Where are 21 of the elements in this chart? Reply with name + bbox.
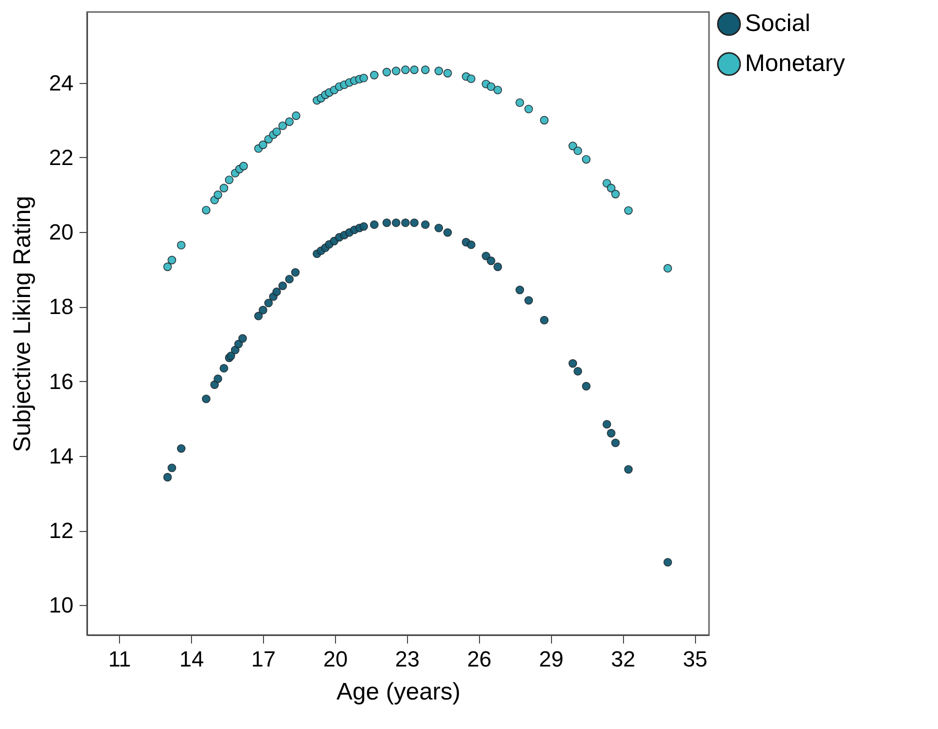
x-axis-title: Age (years) [336,678,461,706]
x-tick-label: 20 [323,646,348,672]
y-tick-label: 22 [49,144,74,170]
x-tick-label: 11 [108,646,132,672]
x-tick-label: 35 [682,646,708,672]
y-tick-label: 16 [49,368,74,394]
y-tick-label: 24 [49,70,74,96]
legend-label: Social [745,10,810,37]
x-tick-label: 14 [179,646,204,672]
y-tick-label: 14 [49,443,74,468]
x-tick-label: 17 [251,646,276,672]
legend-label: Monetary [745,50,846,77]
y-tick-label: 18 [49,294,74,320]
y-tick-label: 20 [49,220,74,245]
y-axis-title: Subjective Liking Rating [9,196,36,452]
y-tick-label: 10 [49,592,74,618]
x-tick-label: 23 [395,646,420,672]
x-tick-label: 29 [539,646,564,672]
x-tick-label: 26 [467,646,492,672]
x-tick-label: 32 [610,646,636,672]
y-tick-label: 12 [49,518,74,544]
